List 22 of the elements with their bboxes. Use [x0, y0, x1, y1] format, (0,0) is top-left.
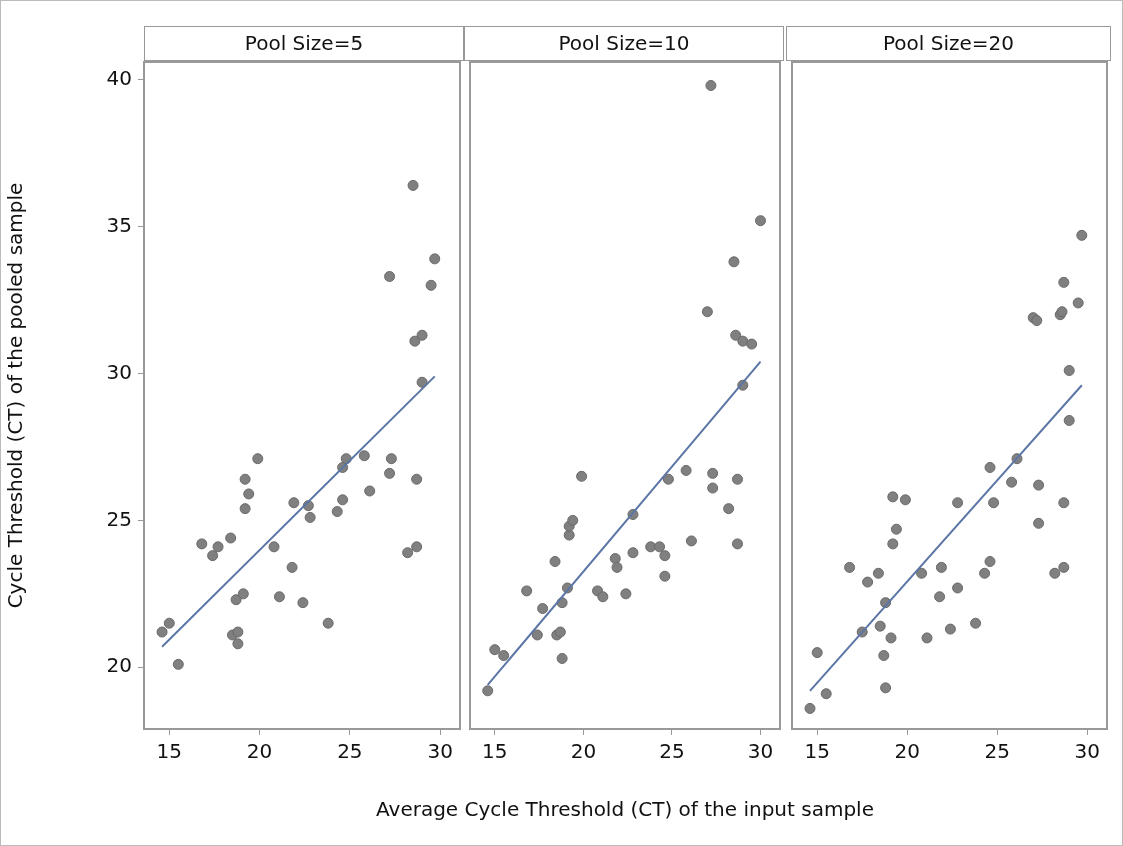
y-tick-label: 25 [106, 506, 132, 531]
x-tick-label: 30 [747, 739, 774, 764]
x-tick-label: 20 [246, 739, 273, 764]
x-tick-label: 20 [570, 739, 597, 764]
x-tick-label: 15 [804, 739, 830, 764]
y-tick-label: 20 [106, 653, 132, 678]
x-tick-label: 25 [659, 739, 685, 764]
x-tick-label: 20 [894, 739, 920, 764]
x-tick-label: 25 [984, 739, 1010, 764]
y-tick-label: 35 [106, 212, 132, 237]
x-tick-label: 15 [156, 739, 183, 764]
x-axis-title: Average Cycle Threshold (CT) of the input sample [375, 797, 875, 821]
y-tick-label: 30 [106, 359, 132, 384]
x-tick-label: 30 [427, 739, 453, 764]
x-tick-label: 15 [482, 739, 508, 764]
y-tick-label: 40 [106, 65, 132, 90]
x-tick-label: 30 [1074, 739, 1100, 764]
chart-title: Pool Size=10 [464, 26, 784, 61]
chart-title: Pool Size=20 [786, 26, 1111, 61]
y-axis-title: Cycle Threshold (CT) of the pooled sample [3, 182, 28, 609]
x-tick-label: 25 [337, 739, 363, 764]
chart-title: Pool Size=5 [144, 26, 464, 61]
